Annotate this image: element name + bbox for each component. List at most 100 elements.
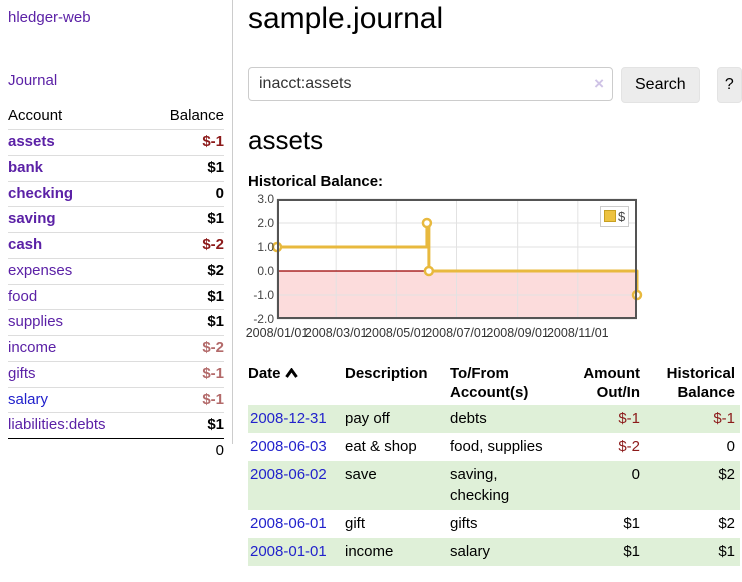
chart-plot-area (271, 198, 643, 320)
accounts-total-value: 0 (146, 437, 224, 464)
x-tick-label: 2008/09/01 (486, 325, 549, 340)
chart-legend: $ (600, 205, 630, 227)
account-row: assets $-1 (8, 129, 224, 156)
account-row: bank $1 (8, 154, 224, 181)
amount-column-header: Amount Out/In (583, 364, 640, 402)
register-date-link[interactable]: 2008-06-02 (250, 466, 327, 484)
x-tick-label: 2008/01/01 (245, 325, 309, 340)
account-balance: $-1 (146, 386, 224, 413)
register-row: 2008-12-31 pay off debts $-1 $-1 (248, 404, 740, 434)
account-link-expenses[interactable]: expenses (8, 261, 73, 279)
account-row: gifts $-1 (8, 360, 224, 387)
account-row: checking 0 (8, 180, 224, 207)
register-accounts: debts (450, 409, 487, 427)
x-tick-label: 2008/03/01 (304, 325, 368, 340)
account-link-salary[interactable]: salary (8, 390, 49, 408)
y-tick-label: -2.0 (253, 311, 274, 326)
account-link-bank[interactable]: bank (8, 158, 44, 176)
account-balance: $2 (146, 257, 224, 284)
legend-swatch-icon (604, 210, 616, 223)
account-balance: $1 (146, 309, 224, 336)
account-link-saving[interactable]: saving (8, 210, 56, 228)
register-row: 2008-01-01 income salary $1 $1 (248, 538, 740, 567)
register-accounts: food, supplies (450, 438, 543, 456)
search-button[interactable]: Search (621, 67, 700, 103)
balance-column-header: Historical Balance (666, 364, 735, 402)
sidebar: hledger-web Journal Account Balance asse… (0, 0, 233, 464)
account-row: saving $1 (8, 206, 224, 233)
account-balance: $-1 (146, 360, 224, 387)
register-description: eat & shop (345, 438, 417, 456)
main-content: sample.journal × Search ? assets Histori… (246, 0, 742, 567)
register-balance: $-1 (713, 409, 735, 427)
register-amount: 0 (631, 466, 640, 484)
account-row: supplies $1 (8, 309, 224, 336)
y-tick-label: -1.0 (253, 287, 274, 302)
y-tick-label: 2.0 (257, 215, 274, 230)
account-row: cash $-2 (8, 232, 224, 259)
account-link-assets[interactable]: assets (8, 133, 55, 150)
register-accounts: salary (450, 543, 491, 561)
y-tick-label: 1.0 (257, 239, 274, 254)
account-link-gifts[interactable]: gifts (8, 364, 36, 382)
account-link-liabilities-debts[interactable]: liabilities:debts (8, 416, 106, 434)
register-description: income (345, 543, 394, 561)
help-button[interactable]: ? (716, 67, 742, 103)
account-balance: $1 (146, 283, 224, 310)
register-accounts: saving, checking (450, 466, 510, 504)
register-header-row: Date Description To/From Account(s) Amoun… (248, 362, 740, 405)
account-link-cash[interactable]: cash (8, 236, 43, 253)
page-title: sample.journal (248, 2, 444, 35)
register-balance: $2 (718, 466, 735, 484)
register-balance: $2 (718, 514, 735, 532)
search-input[interactable] (248, 67, 613, 101)
accounts-header-row: Account Balance (8, 104, 224, 130)
account-balance: $1 (146, 412, 224, 439)
account-balance: $-2 (146, 232, 224, 259)
balance-chart: $ 3.0 2.0 1.0 0.0 -1.0 -2.0 2008/01/01 2008/03/… (246, 192, 742, 345)
accounts-column-header: To/From Account(s) (450, 364, 529, 402)
register-row: 2008-06-01 gift gifts $1 $2 (248, 510, 740, 538)
x-tick-label: 2008/11/01 (546, 325, 609, 340)
register-description: pay off (345, 409, 390, 427)
register-date-link[interactable]: 2008-01-01 (250, 543, 327, 561)
register-description: save (345, 466, 377, 484)
description-column-header: Description (345, 364, 428, 382)
account-row: food $1 (8, 283, 224, 310)
register-amount: $1 (623, 543, 640, 561)
sort-ascending-icon (284, 367, 298, 378)
register-description: gift (345, 514, 366, 532)
y-tick-label: 3.0 (257, 191, 274, 206)
register-date-link[interactable]: 2008-06-03 (250, 438, 327, 456)
register-accounts: gifts (450, 514, 478, 532)
register-row: 2008-06-03 eat & shop food, supplies $-2… (248, 433, 740, 461)
account-link-income[interactable]: income (8, 339, 57, 356)
clear-search-icon[interactable]: × (594, 74, 604, 93)
y-tick-label: 0.0 (257, 263, 274, 278)
app-title-link[interactable]: hledger-web (8, 9, 91, 26)
x-tick-label: 2008/07/01 (425, 325, 488, 340)
account-row: expenses $2 (8, 257, 224, 284)
account-row: income $-2 (8, 335, 224, 362)
register-date-link[interactable]: 2008-06-01 (250, 514, 327, 532)
account-balance: $1 (146, 206, 224, 233)
register-table: Date Description To/From Account(s) Amoun… (248, 362, 740, 567)
account-link-food[interactable]: food (8, 287, 38, 305)
sidebar-item-journal[interactable]: Journal (8, 72, 58, 89)
register-date-link[interactable]: 2008-12-31 (250, 409, 327, 427)
register-balance: 0 (726, 438, 735, 456)
account-row: salary $-1 (8, 386, 224, 413)
register-row: 2008-06-02 save saving, checking 0 $2 (248, 461, 740, 510)
account-balance: 0 (146, 180, 224, 207)
register-amount: $-1 (618, 409, 640, 427)
date-column-header[interactable]: Date (248, 362, 345, 405)
register-balance: $1 (718, 543, 735, 561)
account-balance: $-2 (146, 335, 224, 362)
accounts-total-row: 0 (8, 437, 224, 464)
accounts-table: Account Balance assets $-1 bank $1 check… (8, 104, 224, 464)
account-link-supplies[interactable]: supplies (8, 313, 64, 331)
register-amount: $1 (623, 514, 640, 532)
account-link-checking[interactable]: checking (8, 184, 74, 202)
legend-label: $ (618, 208, 626, 224)
search-form: × Search ? (248, 67, 742, 103)
